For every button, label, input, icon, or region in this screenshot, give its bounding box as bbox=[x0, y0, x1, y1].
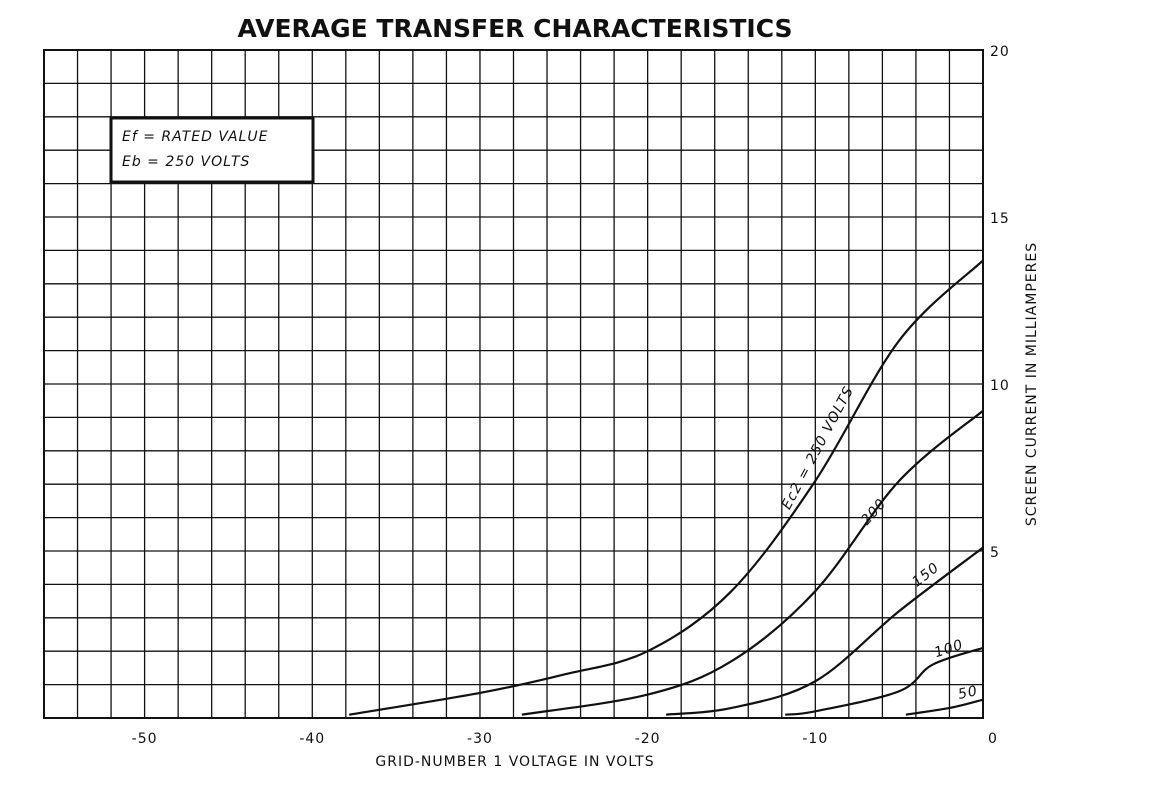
chart-title: AVERAGE TRANSFER CHARACTERISTICS bbox=[237, 14, 792, 43]
annotation: Eb = 250 VOLTS bbox=[122, 154, 250, 170]
x-axis-label: GRID-NUMBER 1 VOLTAGE IN VOLTS bbox=[375, 754, 654, 770]
y-tick-label: 20 bbox=[990, 44, 1010, 60]
y-axis-label: SCREEN CURRENT IN MILLIAMPERES bbox=[1024, 242, 1040, 526]
curve-label: Ec2 = 250 VOLTS bbox=[779, 384, 858, 513]
x-tick-label: -20 bbox=[635, 731, 661, 747]
y-tick-label: 15 bbox=[990, 211, 1010, 227]
curve bbox=[521, 409, 984, 716]
x-tick-label: -40 bbox=[299, 731, 325, 747]
y-tick-label: 5 bbox=[990, 545, 1000, 561]
y-tick-label: 10 bbox=[990, 378, 1010, 394]
annotation-box bbox=[109, 116, 315, 184]
curve bbox=[665, 546, 984, 716]
annotation: Ef = RATED VALUE bbox=[122, 129, 268, 145]
x-tick-label: -30 bbox=[467, 731, 493, 747]
curve-label: 200 bbox=[858, 496, 890, 529]
curve-label: 50 bbox=[957, 683, 980, 703]
x-tick-label: -50 bbox=[132, 731, 158, 747]
curve bbox=[348, 259, 984, 716]
curve-label: 150 bbox=[909, 560, 942, 591]
curve bbox=[905, 698, 984, 716]
x-tick-label: -10 bbox=[802, 731, 828, 747]
plot-frame bbox=[43, 49, 984, 719]
x-tick-label: 0 bbox=[988, 731, 998, 747]
curve bbox=[785, 646, 984, 716]
